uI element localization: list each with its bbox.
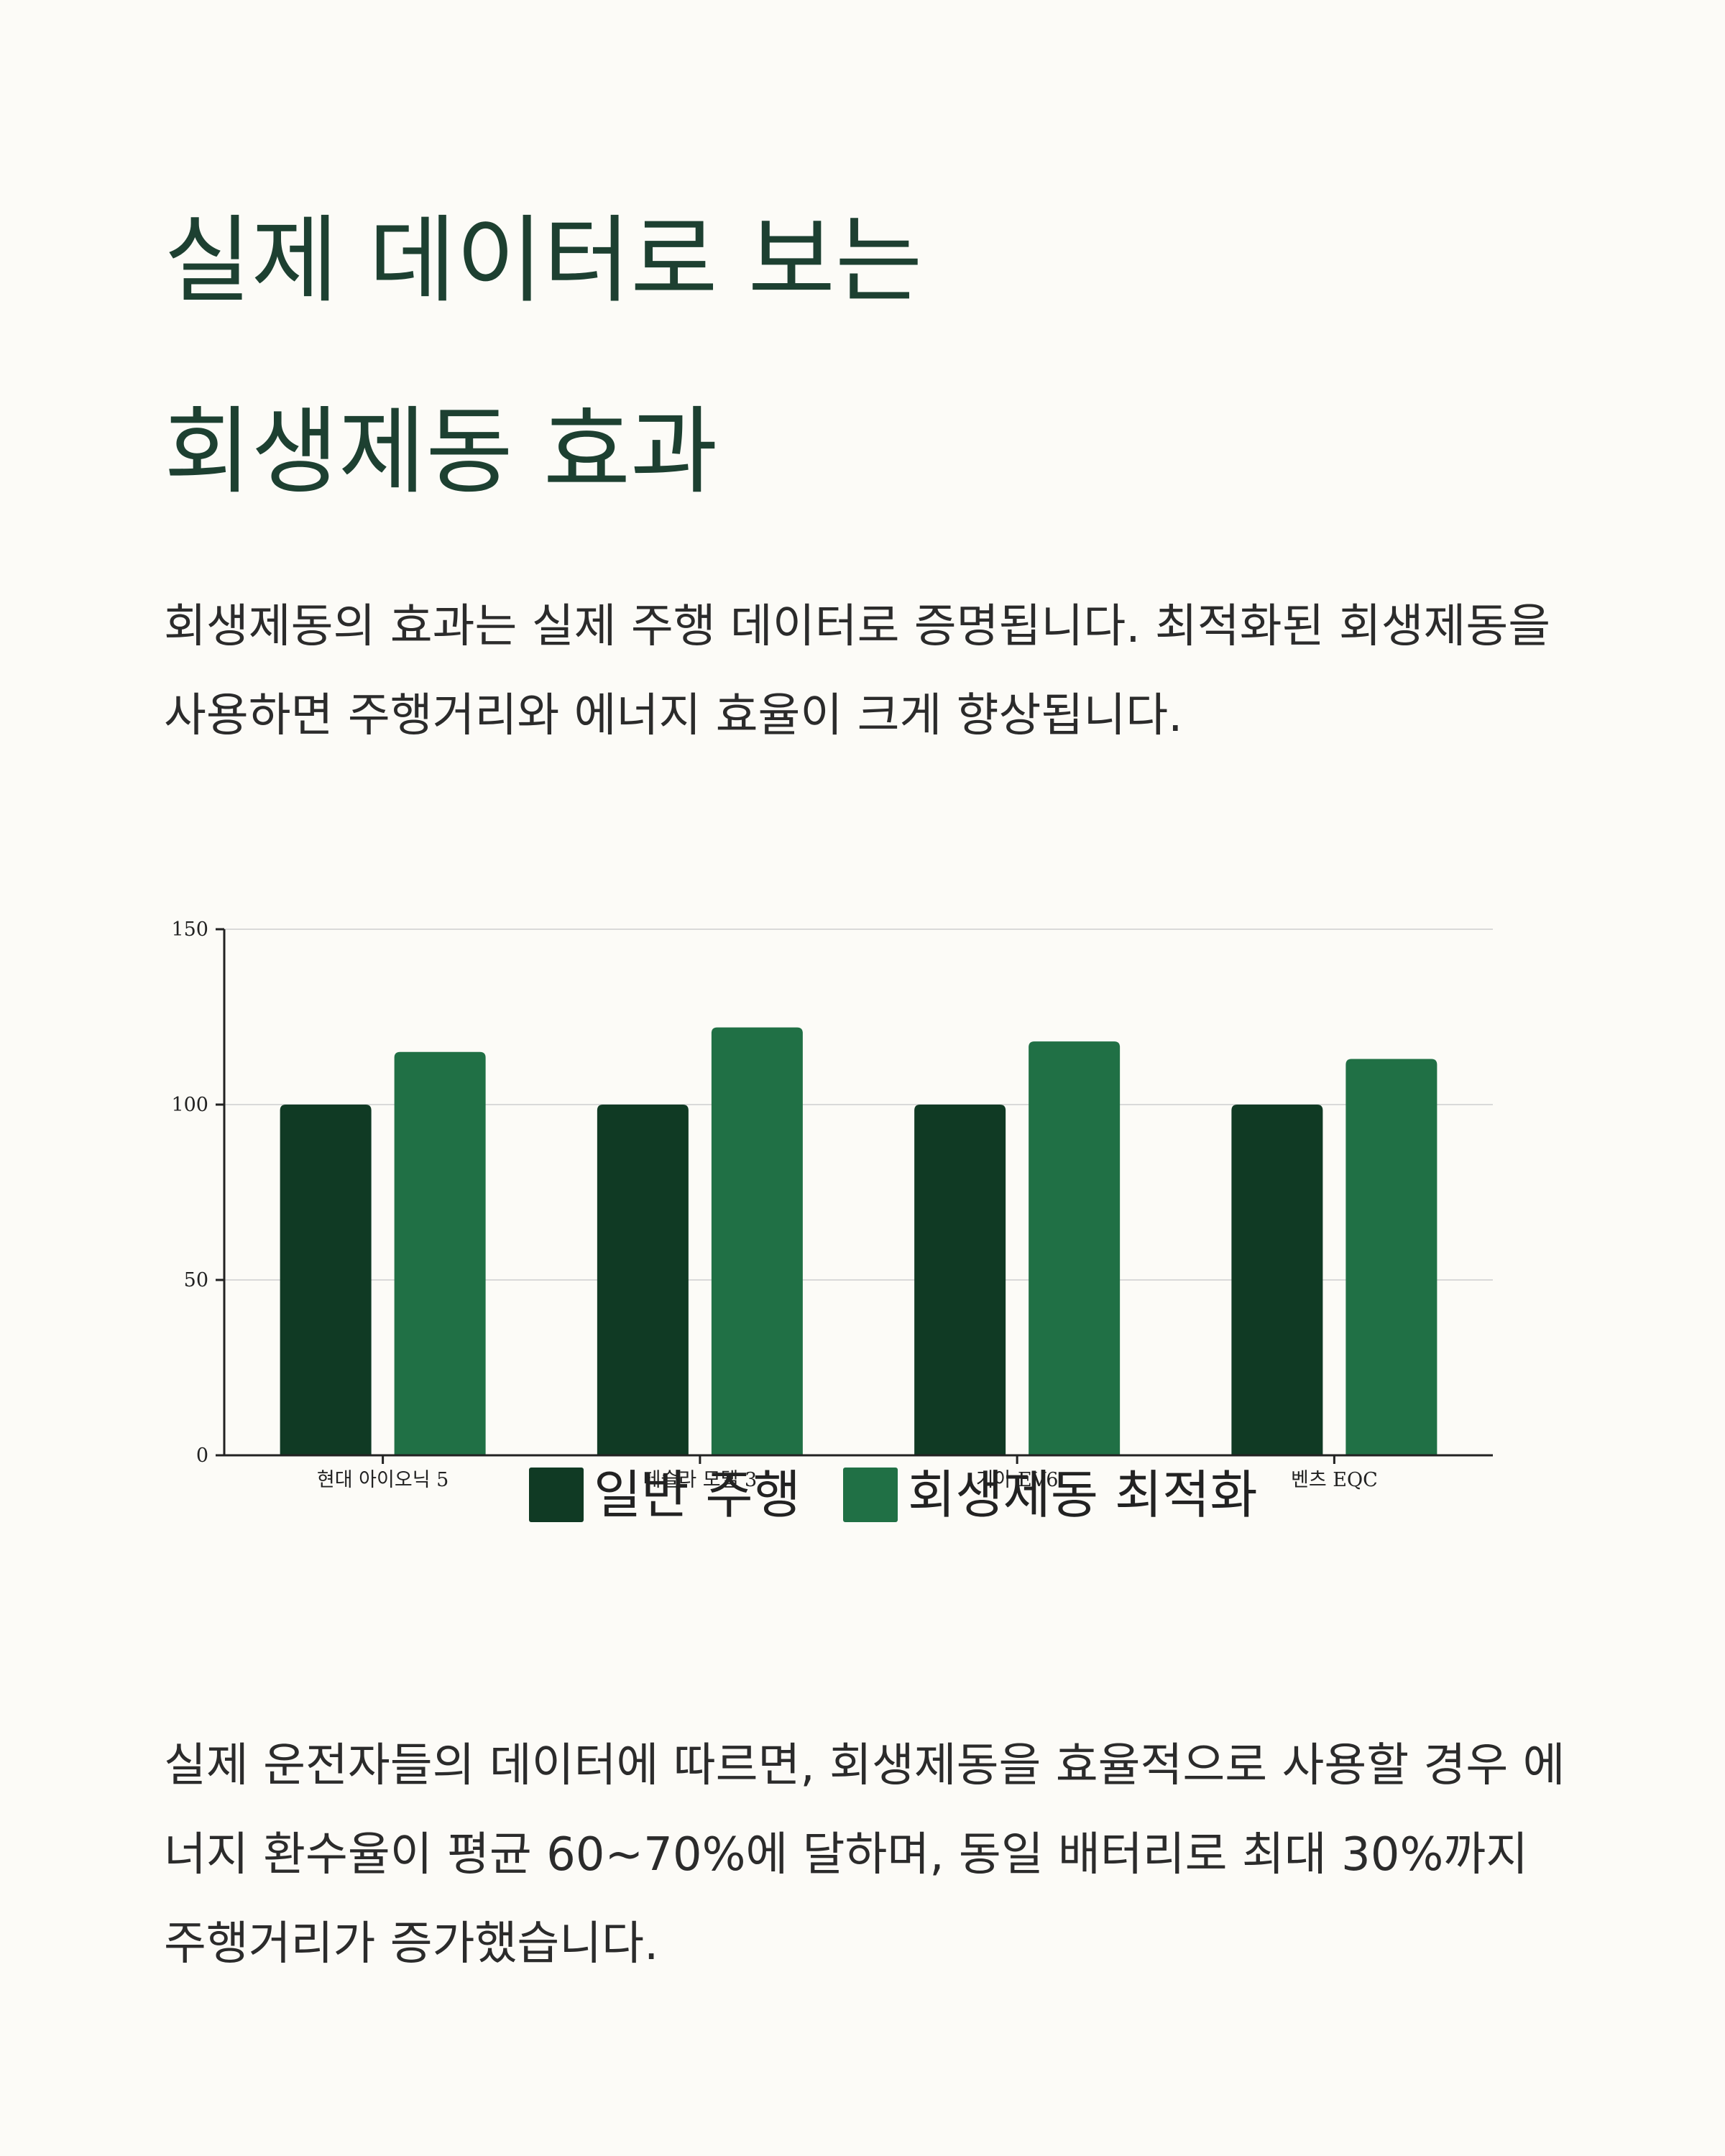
legend-label-0: 일반 주행 [594,1465,801,1525]
y-tick-label: 0 [196,1445,208,1467]
page-title-line-1: 실제 데이터로 보는 [164,206,923,316]
bars [280,1027,1438,1455]
bar-chart: 0 50 100 150 현대 아이오닉 5 테슬라 모델 3 기아 EV6 벤츠 EQC 일… [0,891,1725,1567]
bar-chart-svg: 0 50 100 150 현대 아이오닉 5 테슬라 모델 3 기아 EV6 벤츠 EQC 일… [171,918,1493,1525]
y-tick-label: 150 [171,918,208,941]
axis-labels: 0 50 100 150 현대 아이오닉 5 테슬라 모델 3 기아 EV6 벤츠 EQC [171,918,1377,1491]
x-tick-label: 현대 아이오닉 5 [317,1469,448,1491]
outro-paragraph: 실제 운전자들의 데이터에 따르면, 회생제동을 효율적으로 사용할 경우 에너… [164,1739,1565,1971]
page-title-line-2: 회생제동 효과 [164,397,718,507]
bar-regen-0 [394,1051,486,1455]
bar-regen-1 [711,1027,803,1455]
intro-paragraph: 회생제동의 효과는 실제 주행 데이터로 증명됩니다. 최적화된 회생제동을 사… [164,600,1551,742]
legend-label-1: 회생제동 최적화 [908,1465,1258,1525]
bar-normal-3 [1231,1105,1323,1455]
legend-swatch-1 [843,1468,898,1522]
legend: 일반 주행 회생제동 최적화 [529,1465,1258,1525]
bar-normal-0 [280,1105,372,1455]
axes [216,928,1493,1464]
x-tick-label: 테슬라 모델 3 [643,1469,758,1491]
bar-normal-2 [914,1105,1006,1455]
x-tick-label: 기아 EV6 [976,1469,1059,1491]
bar-regen-2 [1029,1041,1121,1455]
y-tick-label: 50 [184,1269,208,1291]
x-tick-label: 벤츠 EQC [1291,1469,1378,1491]
bar-normal-1 [597,1105,689,1455]
bar-regen-3 [1346,1059,1438,1455]
y-tick-label: 100 [171,1094,208,1116]
legend-swatch-0 [529,1468,584,1522]
page-title: 실제 데이터로 보는 회생제동 효과 [164,165,1530,548]
